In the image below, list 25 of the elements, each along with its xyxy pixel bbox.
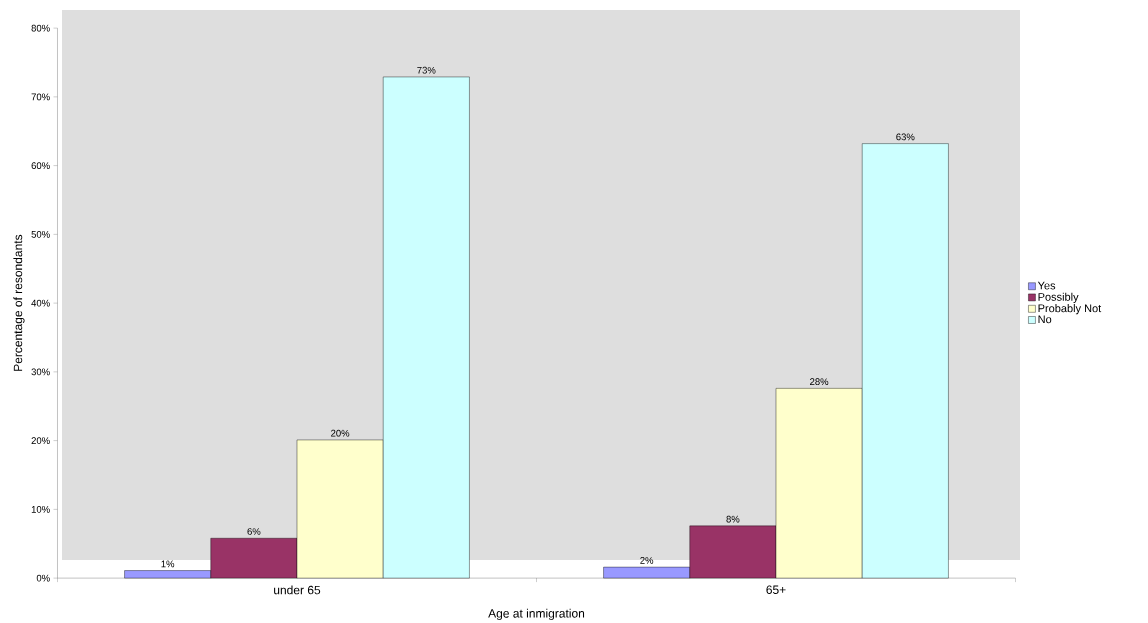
data-label: 73% <box>417 66 436 74</box>
y-tick-label: 50% <box>31 230 50 238</box>
y-tick-label: 70% <box>31 93 50 101</box>
y-tick-label: 80% <box>31 24 50 32</box>
data-label: 6% <box>247 528 261 535</box>
data-label: 8% <box>726 515 740 523</box>
x-axis-title: Age at inmigration <box>488 608 585 620</box>
y-tick-label: 20% <box>31 437 50 444</box>
data-label: 1% <box>161 560 175 568</box>
y-tick-label: 10% <box>31 505 50 513</box>
legend-label: Probably Not <box>1038 304 1102 315</box>
x-tick-label: 65+ <box>766 585 786 594</box>
y-tick-label: 40% <box>31 299 50 307</box>
legend-label: Yes <box>1037 281 1056 290</box>
data-label: 63% <box>896 133 915 141</box>
data-label: 28% <box>810 378 829 385</box>
legend-label: No <box>1038 315 1052 324</box>
y-tick-label: 30% <box>31 368 50 376</box>
data-label: 20% <box>331 429 350 437</box>
y-tick-label: 0% <box>36 574 50 582</box>
legend-label: Possibly <box>1038 292 1079 303</box>
y-axis-title: Percentage of resondants <box>13 234 25 371</box>
x-tick-label: under 65 <box>274 585 321 595</box>
y-tick-label: 60% <box>31 162 50 169</box>
data-label: 2% <box>640 556 654 564</box>
